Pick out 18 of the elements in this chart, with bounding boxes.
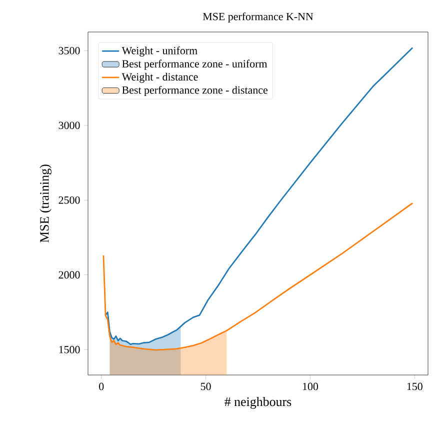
- line-series: [104, 46, 414, 346]
- legend-label: Best performance zone - distance: [122, 86, 268, 96]
- legend-label: Weight - uniform: [122, 46, 198, 57]
- y-tick-label: 3000: [58, 122, 80, 130]
- y-axis-title: MSE (training): [40, 164, 52, 243]
- y-tick-label: 2500: [58, 196, 80, 204]
- x-tick-label: 0: [99, 382, 104, 390]
- x-tick-label: 150: [407, 382, 422, 390]
- line-series: [102, 202, 414, 351]
- x-tick-label: 50: [200, 382, 211, 390]
- y-tick-label: 1500: [59, 346, 80, 354]
- y-tick-label: 3500: [58, 46, 80, 54]
- legend-label: Best performance zone - uniform: [122, 60, 268, 70]
- chart-title: MSE performance K-NN: [202, 12, 314, 22]
- x-axis-title: # neighbours: [224, 397, 292, 409]
- legend-label: Weight - distance: [122, 72, 198, 83]
- y-tick-label: 2000: [58, 271, 80, 279]
- x-tick-label: 100: [302, 382, 318, 390]
